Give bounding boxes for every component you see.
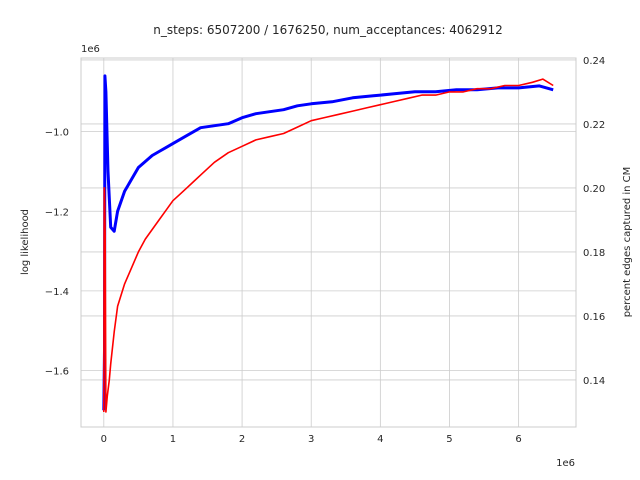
y-right-tick-label: 0.18 bbox=[583, 248, 605, 259]
y-left-offset-text: 1e6 bbox=[81, 44, 100, 55]
y-left-tick-label: −1.6 bbox=[45, 366, 69, 377]
x-tick-label: 5 bbox=[446, 434, 452, 445]
y-right-tick-label: 0.24 bbox=[583, 56, 605, 67]
tick-labels: 0 1 2 3 4 5 6 −1.6 −1.4 −1.2 −1.0 0.14 0.16 0.18 0.20 0… bbox=[45, 56, 606, 445]
y-left-tick-label: −1.4 bbox=[45, 287, 69, 298]
series-layer bbox=[102, 74, 554, 413]
y-left-tick-label: −1.2 bbox=[45, 207, 69, 218]
y-left-tick-label: −1.0 bbox=[45, 128, 69, 139]
x-tick-label: 4 bbox=[377, 434, 383, 445]
log-likelihood-line bbox=[102, 74, 554, 411]
y-right-axis-label: percent edges captured in CM bbox=[622, 167, 633, 318]
y-right-tick-label: 0.16 bbox=[583, 312, 605, 323]
x-tick-label: 6 bbox=[515, 434, 521, 445]
y-right-tick-label: 0.20 bbox=[583, 184, 605, 195]
x-tick-label: 3 bbox=[308, 434, 314, 445]
plot-frame bbox=[80, 57, 577, 428]
percent-edges-line bbox=[103, 78, 554, 413]
grid bbox=[81, 58, 576, 427]
chart-title: n_steps: 6507200 / 1676250, num_acceptan… bbox=[153, 23, 503, 37]
y-right-tick-label: 0.22 bbox=[583, 120, 605, 131]
x-tick-label: 1 bbox=[170, 434, 176, 445]
x-tick-label: 2 bbox=[239, 434, 245, 445]
x-axis-offset-text: 1e6 bbox=[556, 458, 575, 469]
x-tick-label: 0 bbox=[101, 434, 107, 445]
y-left-axis-label: log likelihood bbox=[20, 209, 31, 275]
y-right-tick-label: 0.14 bbox=[583, 376, 605, 387]
